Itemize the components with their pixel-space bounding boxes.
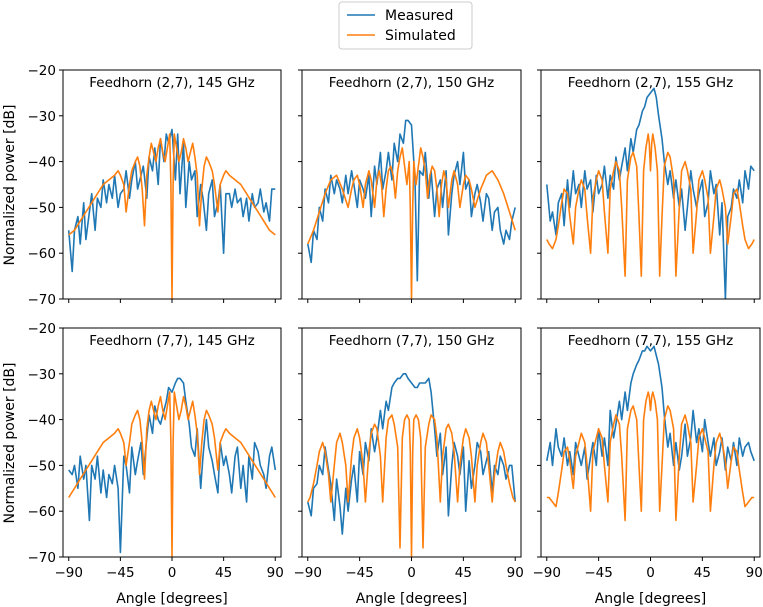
y-tick-label: −60 (28, 246, 57, 262)
y-axis-label-bottom: Normalized power [dB] (2, 363, 18, 524)
panel-title: Feedhorn (2,7), 145 GHz (89, 75, 255, 91)
series-line-measured (307, 372, 516, 535)
x-axis-label: Angle [degrees] (356, 591, 468, 607)
x-tick-label: 45 (694, 565, 711, 581)
x-tick-label: 90 (507, 565, 524, 581)
legend-simulated-label: Simulated (385, 28, 456, 44)
x-tick-label: −45 (584, 565, 613, 581)
y-tick-label: −60 (28, 504, 57, 520)
y-tick-label: −70 (28, 550, 57, 566)
y-tick-label: −50 (28, 200, 57, 216)
legend: Measured Simulated (338, 1, 473, 50)
series-line-measured (307, 119, 516, 282)
x-tick-label: 90 (746, 565, 763, 581)
x-tick-label: 45 (455, 565, 472, 581)
panel-4: Feedhorn (7,7), 145 GHz −20 −30 −40 −50 −60 −7… (28, 321, 284, 607)
panel-title: Feedhorn (2,7), 150 GHz (329, 75, 495, 91)
x-tick-label: −45 (106, 565, 135, 581)
x-tick-label: −90 (294, 565, 323, 581)
legend-measured-label: Measured (385, 8, 453, 24)
x-tick-label: 0 (646, 565, 655, 581)
panels: Feedhorn (2,7), 145 GHz −20 −30 −40 −50 −60 −7… (28, 63, 763, 607)
panel-5: Feedhorn (7,7), 150 GHz −90 −45 0 45 90 Angle … (294, 327, 524, 607)
x-tick-label: 90 (267, 565, 284, 581)
series-line-simulated (307, 147, 516, 299)
y-tick-label: −20 (28, 63, 57, 79)
panel-frame (540, 327, 761, 558)
y-tick-label: −30 (28, 109, 57, 125)
series-line-simulated (546, 133, 755, 277)
y-tick-label: −20 (28, 321, 57, 337)
series-line-simulated (68, 133, 276, 299)
y-tick-label: −40 (28, 413, 57, 429)
panel-title: Feedhorn (7,7), 155 GHz (568, 333, 734, 349)
series-line-measured (546, 87, 755, 299)
panel-title: Feedhorn (7,7), 150 GHz (329, 333, 495, 349)
series-line-measured (67, 128, 276, 273)
panel-title: Feedhorn (7,7), 145 GHz (89, 333, 255, 349)
y-tick-label: −40 (28, 155, 57, 171)
x-axis-label: Angle [degrees] (595, 591, 707, 607)
panel-6: Feedhorn (7,7), 155 GHz −90 −45 0 45 90 Angle … (533, 327, 763, 607)
x-tick-label: −90 (533, 565, 562, 581)
x-tick-label: −45 (345, 565, 374, 581)
panel-2: Feedhorn (2,7), 150 GHz (298, 69, 522, 303)
legend-frame (338, 1, 473, 50)
panel-1: Feedhorn (2,7), 145 GHz −20 −30 −40 −50 −60 −7… (28, 63, 282, 308)
series-line-measured (546, 345, 755, 480)
y-tick-label: −70 (28, 292, 57, 308)
x-axis-label: Angle [degrees] (116, 591, 228, 607)
series-line-measured (68, 377, 277, 554)
x-tick-label: 0 (407, 565, 416, 581)
series-line-simulated (546, 391, 755, 522)
panel-title: Feedhorn (2,7), 155 GHz (568, 75, 734, 91)
x-tick-label: 0 (168, 565, 177, 581)
series-line-simulated (307, 414, 516, 557)
y-tick-label: −30 (28, 367, 57, 383)
x-tick-label: −90 (54, 565, 83, 581)
panel-3: Feedhorn (2,7), 155 GHz (537, 69, 761, 303)
series-line-simulated (68, 391, 276, 557)
y-axis-label-top: Normalized power [dB] (2, 105, 18, 266)
x-tick-label: 45 (215, 565, 232, 581)
y-tick-label: −50 (28, 458, 57, 474)
